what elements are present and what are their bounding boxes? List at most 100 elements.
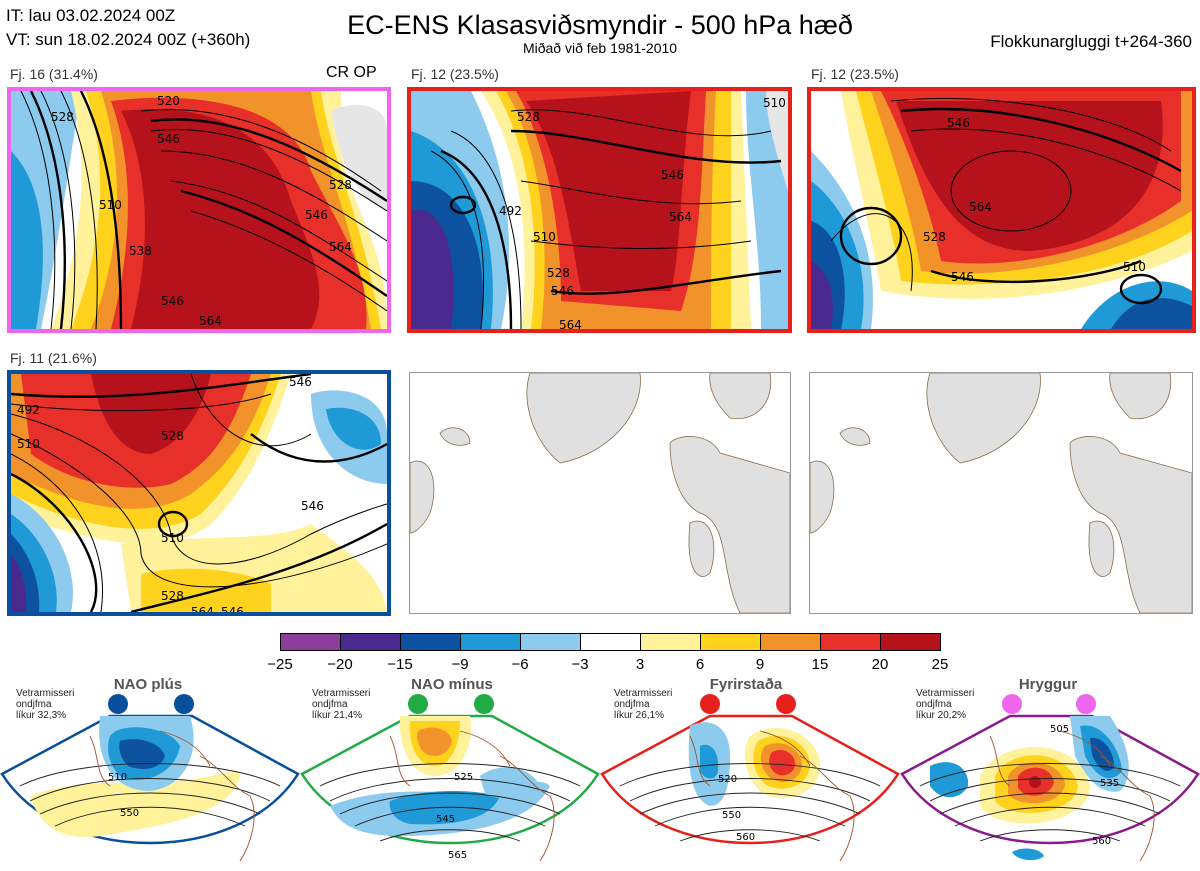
contour-label: 565 [448,850,467,861]
colorbar-tick: −20 [327,656,353,673]
contour-label: 546 [289,375,312,389]
contour-label: 538 [129,244,152,258]
contour-label: 528 [547,266,570,280]
page-title: EC-ENS Klasasviðsmyndir - 500 hPa hæð [347,10,853,40]
regime-info: líkur 21,4% [312,710,363,721]
contour-label: 528 [51,110,74,124]
cluster-tag-crop: CR OP [326,64,377,81]
contour-label: 545 [436,814,455,825]
contour-label: 528 [923,230,946,244]
colorbar-segment [341,634,401,650]
cluster-label-2: Fj. 12 (23.5%) [411,66,499,82]
regime-ridge: 505 535 560 Hryggur Vetrarmisseri ondjfm… [900,676,1200,871]
colorbar-tick: 6 [695,656,705,673]
contour-label: 546 [221,605,244,612]
colorbar-segment [401,634,461,650]
regime-info: líkur 20,2% [916,710,967,721]
contour-label: 510 [763,96,786,110]
regime-info: Vetrarmisseri [916,688,975,699]
regime-info: ondjfma [916,699,952,710]
contour-label: 510 [99,198,122,212]
regime-name: NAO mínus [411,676,493,693]
contour-label: 546 [661,168,684,182]
colorbar-segment [581,634,641,650]
cluster-map-3: 546 564 528 546 510 [807,87,1196,333]
colorbar-tick: 20 [871,656,889,673]
colorbar-segment [281,634,341,650]
contour-label: 550 [120,808,139,819]
contour-label: 564 [559,318,582,329]
cluster-map-4: 492 510 528 510 546 528 546 564 546 [7,370,391,616]
colorbar-segment [641,634,701,650]
regime-name: Hryggur [1018,676,1078,693]
valid-time: VT: sun 18.02.2024 00Z (+360h) [6,30,251,49]
contour-label: 520 [718,774,737,785]
contour-label: 510 [17,437,40,451]
contour-label: 492 [17,403,40,417]
cluster-window: Flokkunargluggi t+264-360 [990,32,1192,51]
contour-label: 528 [161,589,184,603]
contour-label: 546 [161,294,184,308]
regime-name: Fyrirstaða [709,676,783,693]
colorbar-segment [881,634,940,650]
contour-label: 535 [1100,778,1119,789]
colorbar-tick: −6 [511,656,529,673]
contour-label: 510 [161,531,184,545]
contour-label: 528 [329,178,352,192]
regime-info: Vetrarmisseri [16,688,75,699]
contour-label: 520 [157,94,180,108]
colorbar-tick: 3 [635,656,645,673]
colorbar-segment [701,634,761,650]
colorbar-tick: −9 [451,656,469,673]
regime-info: ondjfma [614,699,650,710]
colorbar-tick: −3 [571,656,589,673]
empty-map-6 [809,372,1193,614]
colorbar-tick: −15 [387,656,413,673]
contour-label: 528 [517,110,540,124]
colorbar-segment [521,634,581,650]
colorbar [280,633,941,651]
contour-label: 564 [329,240,352,254]
regime-info: Vetrarmisseri [312,688,371,699]
cluster-map-1: 520 528 546 510 528 546 564 538 546 564 [7,87,391,333]
regime-blocking: 520 550 560 Fyrirstaða Vetrarmisseri ond… [600,676,900,871]
regime-nao-minus: 525 545 565 NAO mínus Vetrarmisseri ondj… [300,676,600,871]
issue-time: IT: lau 03.02.2024 00Z [6,6,176,25]
colorbar-tick: 15 [811,656,829,673]
contour-label: 528 [161,429,184,443]
contour-label: 510 [533,230,556,244]
contour-label: 546 [301,499,324,513]
contour-label: 525 [454,772,473,783]
contour-label: 546 [951,270,974,284]
contour-label: 564 [669,210,692,224]
cluster-map-2: 528 546 564 492 510 528 546 564 510 [407,87,792,333]
colorbar-segment [821,634,881,650]
cluster-label-3: Fj. 12 (23.5%) [811,66,899,82]
colorbar-tick: 9 [755,656,765,673]
contour-label: 505 [1050,724,1069,735]
regime-info: Vetrarmisseri [614,688,673,699]
contour-label: 546 [947,116,970,130]
regime-nao-plus: 510 550 NAO plús Vetrarmisseri ondjfma l… [0,676,300,871]
contour-label: 564 [199,314,222,328]
regime-name: NAO plús [113,676,183,693]
contour-label: 492 [499,204,522,218]
contour-label: 510 [108,772,127,783]
cluster-label-4: Fj. 11 (21.6%) [10,350,97,366]
regime-info: líkur 32,3% [16,710,67,721]
contour-label: 560 [1092,836,1111,847]
colorbar-tick: −25 [267,656,293,673]
contour-label: 550 [722,810,741,821]
page-subtitle: Miðað við feb 1981-2010 [522,40,678,56]
empty-map-5 [409,372,791,614]
contour-label: 564 [191,605,214,612]
contour-label: 546 [305,208,328,222]
contour-label: 564 [969,200,992,214]
colorbar-segment [761,634,821,650]
contour-label: 546 [157,132,180,146]
colorbar-tick: 25 [931,656,949,673]
colorbar-segment [461,634,521,650]
contour-label: 510 [1123,260,1146,274]
regime-info: ondjfma [16,699,52,710]
regime-info: ondjfma [312,699,348,710]
